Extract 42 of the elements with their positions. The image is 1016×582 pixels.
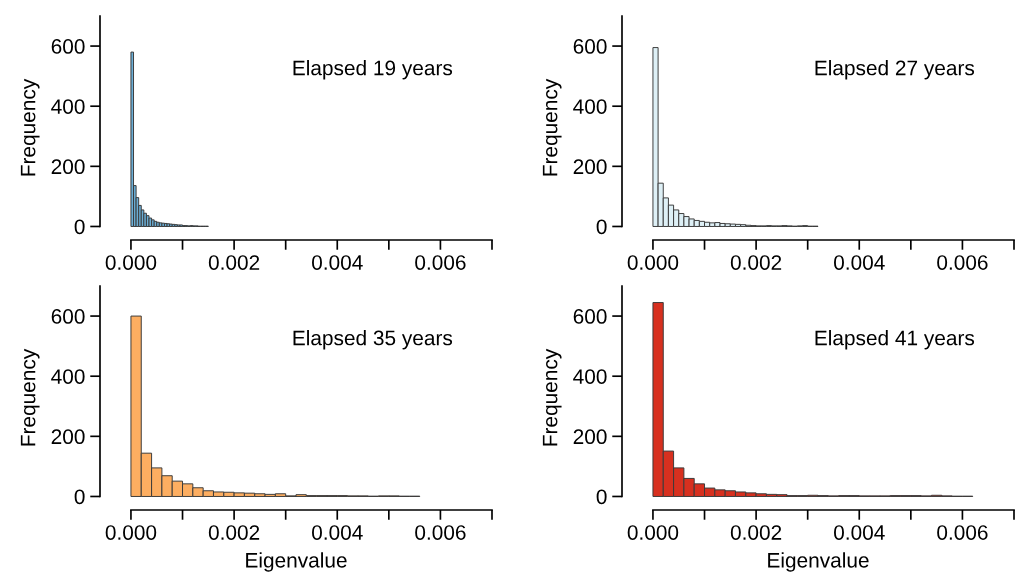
y-axis-title: Frequency bbox=[20, 348, 40, 446]
x-tick-label: 0.004 bbox=[834, 255, 885, 270]
y-axis-title: Frequency bbox=[20, 78, 40, 176]
x-tick-label: 0.002 bbox=[208, 525, 260, 540]
x-tick-label: 0.006 bbox=[937, 525, 988, 540]
y-tick-label: 200 bbox=[573, 429, 607, 445]
y-tick-label: 0 bbox=[596, 219, 607, 235]
x-axis-title: Eigenvalue bbox=[768, 552, 869, 572]
x-tick-label: 0.002 bbox=[730, 255, 782, 270]
x-axis-title: Eigenvalue bbox=[246, 552, 347, 572]
x-tick-label: 0.006 bbox=[415, 255, 466, 270]
x-tick-label: 0.000 bbox=[105, 525, 157, 540]
y-axis-title: Frequency bbox=[542, 348, 562, 446]
y-tick-label: 600 bbox=[573, 39, 607, 54]
y-tick-label: 600 bbox=[573, 309, 607, 324]
y-tick-label: 200 bbox=[51, 429, 85, 445]
x-tick-label: 0.004 bbox=[834, 525, 885, 540]
y-tick-label: 400 bbox=[51, 99, 85, 114]
text: Elapsed 27 years bbox=[815, 60, 975, 80]
y-tick-label: 200 bbox=[51, 159, 85, 175]
x-tick-label: 0.000 bbox=[627, 525, 679, 540]
y-tick-label: 0 bbox=[74, 219, 85, 235]
x-tick-label: 0.004 bbox=[312, 525, 363, 540]
y-tick-label: 0 bbox=[596, 489, 607, 505]
x-tick-label: 0.000 bbox=[627, 255, 679, 270]
y-tick-label: 400 bbox=[51, 369, 85, 384]
x-tick-label: 0.006 bbox=[937, 255, 988, 270]
y-tick-label: 600 bbox=[51, 309, 85, 324]
y-tick-label: 400 bbox=[573, 99, 607, 114]
x-tick-label: 0.004 bbox=[312, 255, 363, 270]
text: Elapsed 19 years bbox=[293, 60, 453, 80]
y-tick-label: 200 bbox=[573, 159, 607, 175]
x-tick-label: 0.002 bbox=[208, 255, 260, 270]
text: Elapsed 41 years bbox=[815, 330, 975, 350]
x-tick-label: 0.006 bbox=[415, 525, 466, 540]
x-tick-label: 0.000 bbox=[105, 255, 157, 270]
y-tick-label: 600 bbox=[51, 39, 85, 54]
y-axis-title: Frequency bbox=[542, 78, 562, 176]
x-tick-label: 0.002 bbox=[730, 525, 782, 540]
y-tick-label: 0 bbox=[74, 489, 85, 505]
text: Elapsed 35 years bbox=[293, 330, 453, 350]
y-tick-label: 400 bbox=[573, 369, 607, 384]
